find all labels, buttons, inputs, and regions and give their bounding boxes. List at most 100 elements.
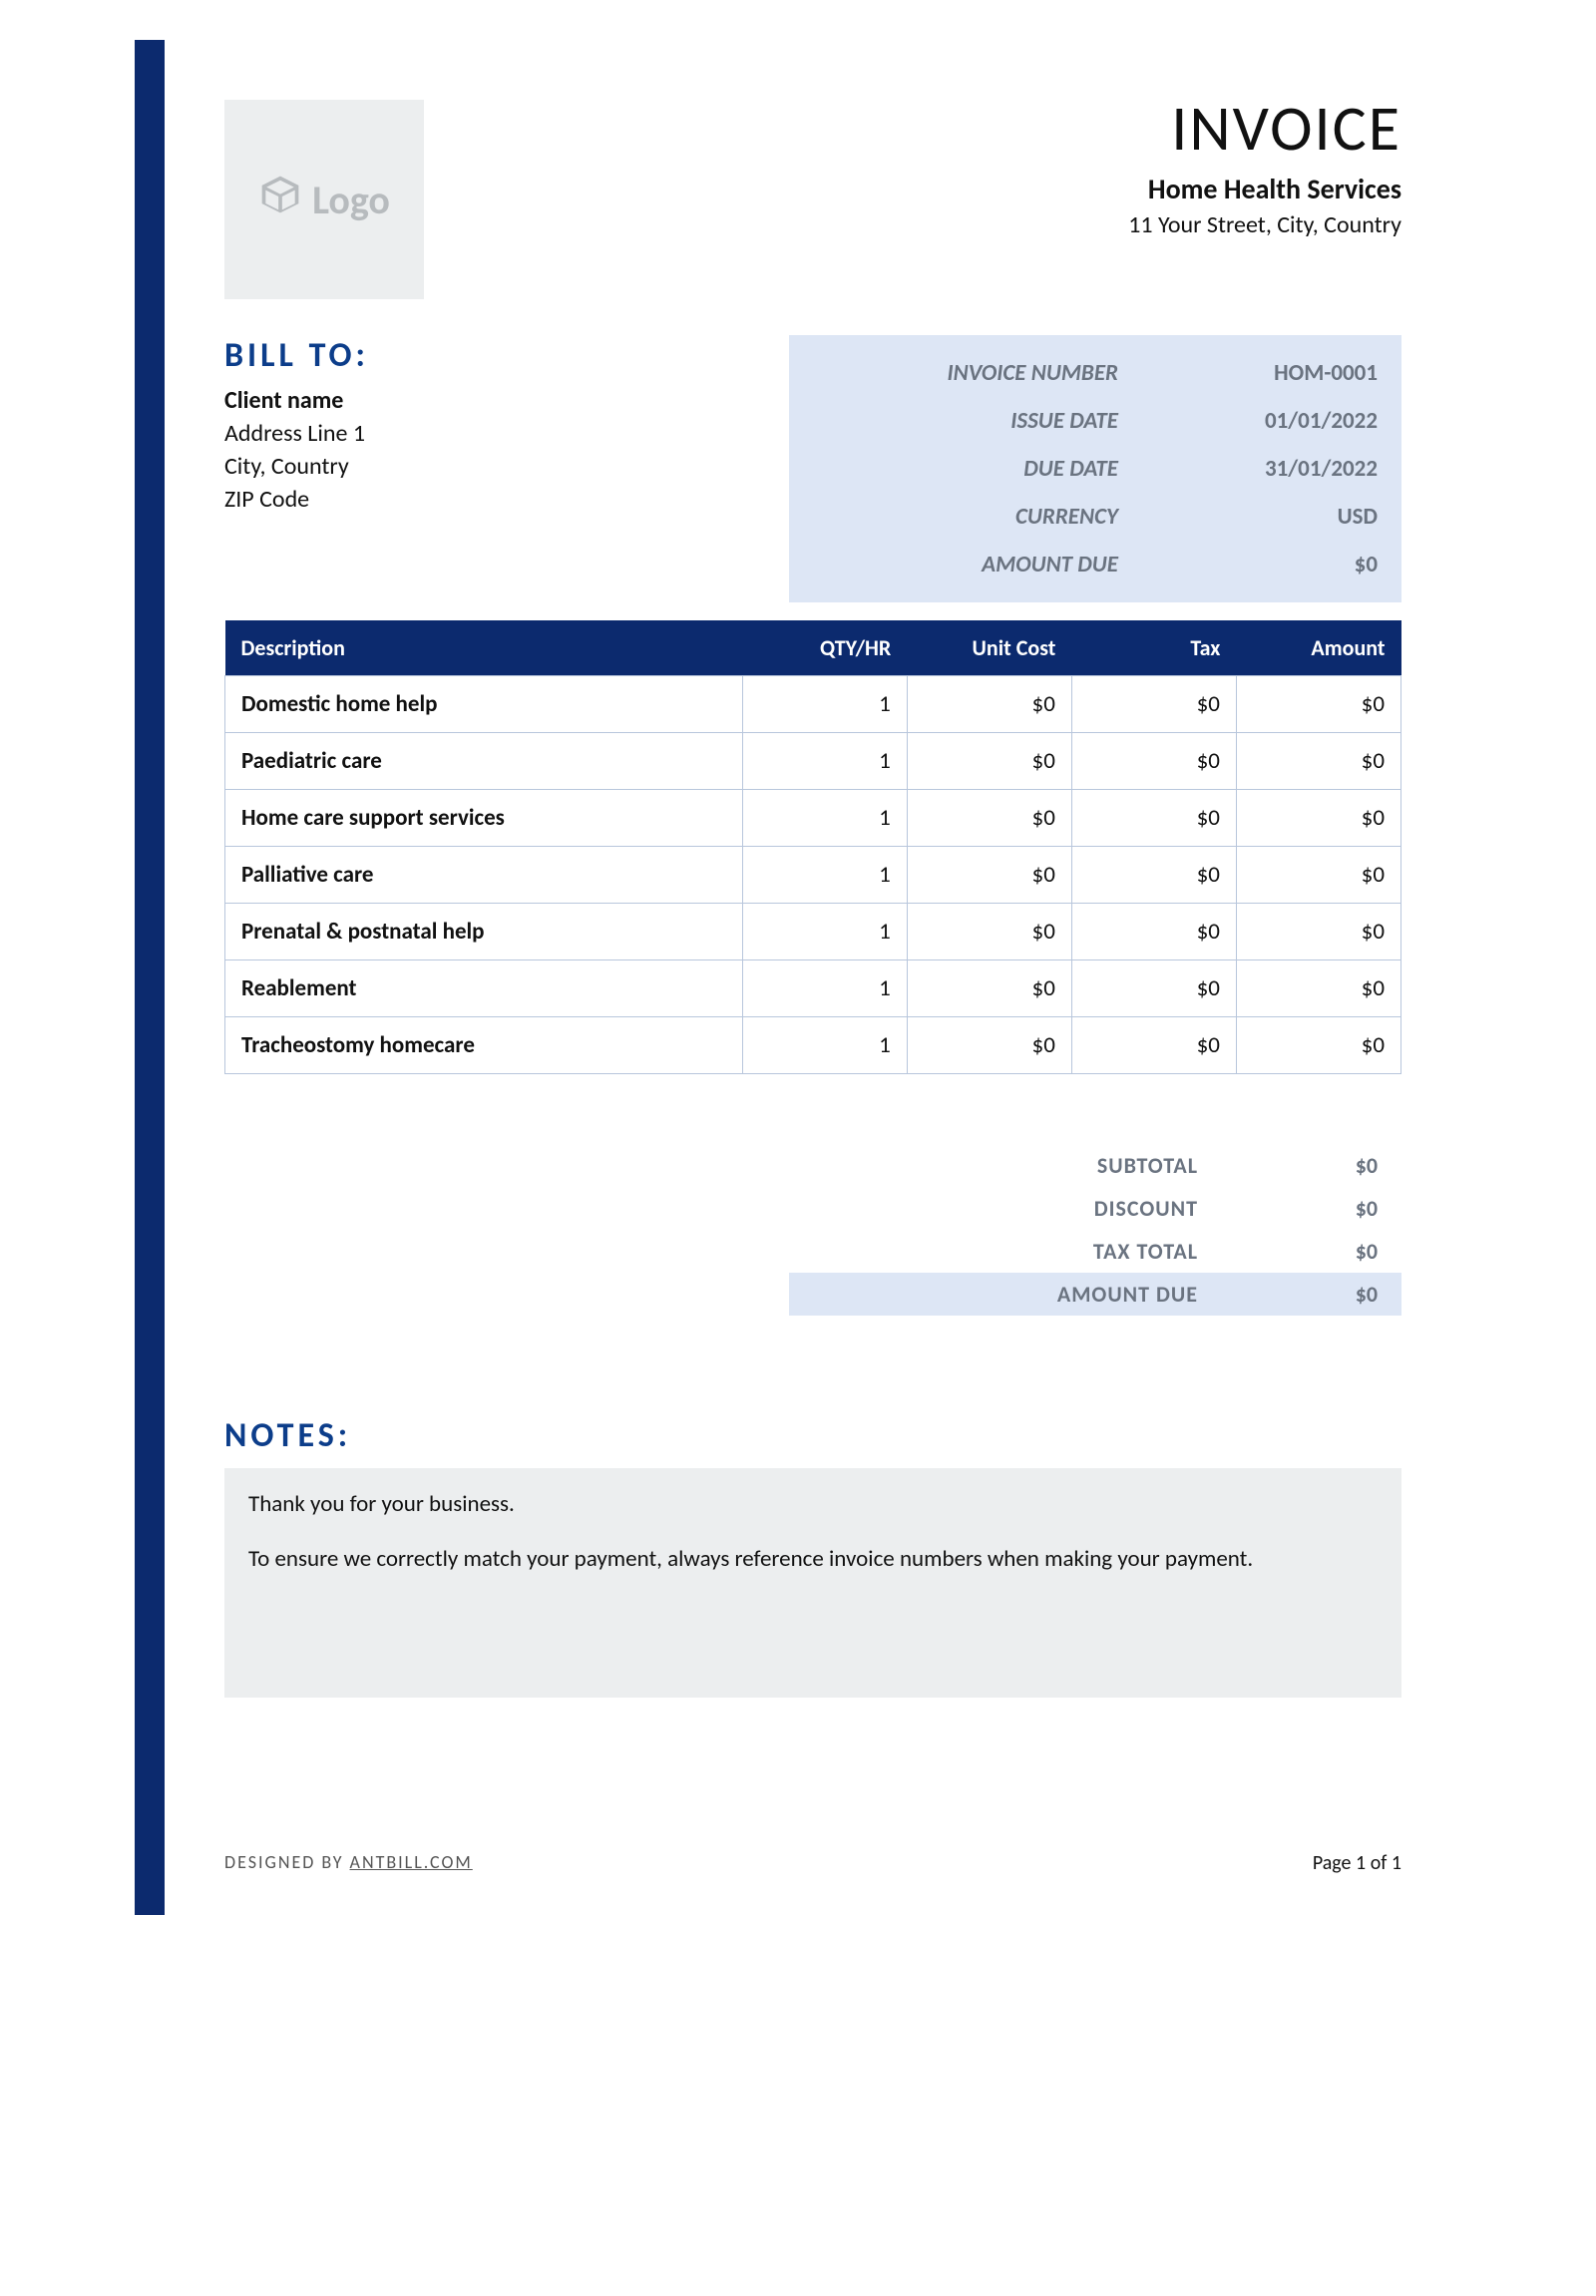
cell-amount: $0	[1236, 960, 1400, 1017]
header-right: INVOICE Home Health Services 11 Your Str…	[1128, 100, 1401, 239]
cell-qty: 1	[742, 960, 907, 1017]
cell-qty: 1	[742, 847, 907, 904]
meta-value: USD	[1178, 503, 1378, 531]
company-name: Home Health Services	[1128, 172, 1401, 206]
cell-description: Paediatric care	[225, 733, 743, 790]
cell-description: Home care support services	[225, 790, 743, 847]
client-address-line: Address Line 1	[224, 419, 789, 448]
cell-description: Domestic home help	[225, 676, 743, 733]
total-label: DISCOUNT	[789, 1195, 1258, 1222]
notes-section: NOTES: Thank you for your business. To en…	[224, 1415, 1401, 1698]
cell-amount: $0	[1236, 847, 1400, 904]
cell-unit-cost: $0	[907, 733, 1071, 790]
credit-link[interactable]: ANTBILL.COM	[350, 1851, 473, 1873]
meta-value: $0	[1178, 551, 1378, 578]
cell-amount: $0	[1236, 733, 1400, 790]
credit-prefix: DESIGNED BY	[224, 1851, 350, 1873]
notes-box: Thank you for your business. To ensure we…	[224, 1468, 1401, 1698]
meta-label: DUE DATE	[813, 455, 1178, 483]
notes-paragraph: Thank you for your business.	[248, 1488, 1378, 1521]
page-number: Page 1 of 1	[1313, 1851, 1401, 1875]
meta-label: INVOICE NUMBER	[813, 359, 1178, 387]
total-label: SUBTOTAL	[789, 1152, 1258, 1179]
table-row: Domestic home help1$0$0$0	[225, 676, 1401, 733]
total-row: DISCOUNT$0	[789, 1187, 1401, 1230]
cell-description: Reablement	[225, 960, 743, 1017]
meta-value: 31/01/2022	[1178, 455, 1378, 483]
meta-label: ISSUE DATE	[813, 407, 1178, 435]
total-row: SUBTOTAL$0	[789, 1144, 1401, 1187]
meta-value: HOM-0001	[1178, 359, 1378, 387]
col-tax: Tax	[1071, 620, 1236, 676]
cell-qty: 1	[742, 1017, 907, 1074]
meta-row: ISSUE DATE01/01/2022	[813, 397, 1378, 445]
invoice-title: INVOICE	[1128, 90, 1401, 168]
notes-heading: NOTES:	[224, 1415, 1401, 1456]
bill-to-block: BILL TO: Client name Address Line 1 City…	[224, 335, 789, 514]
cell-qty: 1	[742, 904, 907, 960]
logo-text: Logo	[312, 176, 390, 224]
col-unit-cost: Unit Cost	[907, 620, 1071, 676]
meta-row: CURRENCYUSD	[813, 493, 1378, 541]
meta-label: AMOUNT DUE	[813, 551, 1178, 578]
cell-tax: $0	[1071, 1017, 1236, 1074]
total-label: AMOUNT DUE	[789, 1281, 1258, 1308]
total-label: TAX TOTAL	[789, 1238, 1258, 1265]
cell-tax: $0	[1071, 676, 1236, 733]
meta-row: DUE DATE31/01/2022	[813, 445, 1378, 493]
invoice-page: Logo INVOICE Home Health Services 11 You…	[135, 40, 1461, 1915]
total-value: $0	[1258, 1195, 1378, 1222]
meta-row: AMOUNT DUE$0	[813, 541, 1378, 588]
notes-paragraph: To ensure we correctly match your paymen…	[248, 1543, 1378, 1576]
total-row: AMOUNT DUE$0	[789, 1273, 1401, 1316]
meta-row: INVOICE NUMBERHOM-0001	[813, 349, 1378, 397]
totals-block: SUBTOTAL$0DISCOUNT$0TAX TOTAL$0AMOUNT DU…	[789, 1144, 1401, 1316]
cell-description: Palliative care	[225, 847, 743, 904]
meta-label: CURRENCY	[813, 503, 1178, 531]
cell-amount: $0	[1236, 1017, 1400, 1074]
cell-amount: $0	[1236, 790, 1400, 847]
client-address-line: City, Country	[224, 452, 789, 481]
table-row: Home care support services1$0$0$0	[225, 790, 1401, 847]
footer-credit: DESIGNED BY ANTBILL.COM	[224, 1851, 473, 1875]
cell-tax: $0	[1071, 904, 1236, 960]
cell-unit-cost: $0	[907, 847, 1071, 904]
total-value: $0	[1258, 1281, 1378, 1308]
col-description: Description	[225, 620, 743, 676]
table-row: Tracheostomy homecare1$0$0$0	[225, 1017, 1401, 1074]
client-address-line: ZIP Code	[224, 485, 789, 514]
client-name: Client name	[224, 386, 789, 415]
invoice-meta-box: INVOICE NUMBERHOM-0001ISSUE DATE01/01/20…	[789, 335, 1401, 602]
cell-tax: $0	[1071, 960, 1236, 1017]
table-row: Prenatal & postnatal help1$0$0$0	[225, 904, 1401, 960]
cell-amount: $0	[1236, 676, 1400, 733]
line-items-table: Description QTY/HR Unit Cost Tax Amount …	[224, 620, 1401, 1074]
cell-qty: 1	[742, 733, 907, 790]
cell-tax: $0	[1071, 733, 1236, 790]
cell-unit-cost: $0	[907, 904, 1071, 960]
header: Logo INVOICE Home Health Services 11 You…	[224, 100, 1401, 299]
meta-value: 01/01/2022	[1178, 407, 1378, 435]
total-row: TAX TOTAL$0	[789, 1230, 1401, 1273]
table-row: Paediatric care1$0$0$0	[225, 733, 1401, 790]
logo-placeholder: Logo	[224, 100, 424, 299]
total-value: $0	[1258, 1152, 1378, 1179]
table-row: Palliative care1$0$0$0	[225, 847, 1401, 904]
cell-tax: $0	[1071, 790, 1236, 847]
box-icon	[258, 173, 302, 227]
cell-unit-cost: $0	[907, 960, 1071, 1017]
bill-to-heading: BILL TO:	[224, 335, 789, 376]
cell-tax: $0	[1071, 847, 1236, 904]
table-row: Reablement1$0$0$0	[225, 960, 1401, 1017]
cell-unit-cost: $0	[907, 1017, 1071, 1074]
col-amount: Amount	[1236, 620, 1400, 676]
cell-amount: $0	[1236, 904, 1400, 960]
company-address: 11 Your Street, City, Country	[1128, 210, 1401, 239]
col-qty: QTY/HR	[742, 620, 907, 676]
cell-qty: 1	[742, 676, 907, 733]
mid-section: BILL TO: Client name Address Line 1 City…	[224, 335, 1401, 602]
table-header: Description QTY/HR Unit Cost Tax Amount	[225, 620, 1401, 676]
table-body: Domestic home help1$0$0$0Paediatric care…	[225, 676, 1401, 1074]
cell-qty: 1	[742, 790, 907, 847]
cell-description: Prenatal & postnatal help	[225, 904, 743, 960]
